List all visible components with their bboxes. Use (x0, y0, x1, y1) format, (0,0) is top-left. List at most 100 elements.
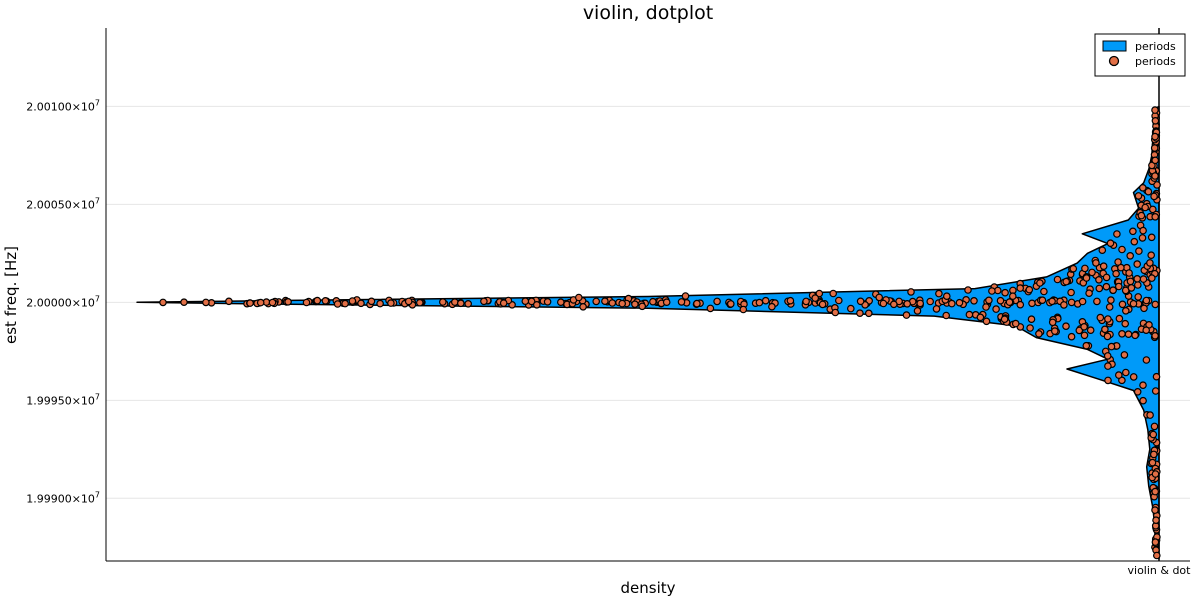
dot-point (1101, 325, 1109, 334)
dot-point (1115, 282, 1123, 291)
dot-point (1151, 106, 1159, 114)
dot-point (706, 304, 715, 313)
dot-point (1139, 226, 1147, 235)
dot-point (1148, 458, 1157, 467)
dot-point (1027, 315, 1036, 324)
dot-point (1078, 297, 1087, 306)
chart-title: violin, dotplot (583, 2, 713, 24)
dot-point (357, 299, 365, 308)
dot-point (1151, 117, 1160, 125)
dot-point (1150, 450, 1158, 459)
dot-point (1093, 297, 1101, 306)
dot-point (1115, 371, 1123, 379)
dot-point (387, 299, 395, 307)
dot-point (348, 297, 357, 305)
dot-point (996, 296, 1005, 305)
dot-point (438, 298, 447, 306)
dot-point (1147, 251, 1156, 260)
dot-point (786, 296, 795, 305)
dot-point (1151, 470, 1160, 478)
dot-point (1062, 277, 1071, 286)
dot-point (1080, 322, 1088, 331)
dot-point (768, 302, 776, 311)
dot-point (726, 300, 735, 308)
dot-point (693, 299, 701, 308)
dot-point (1118, 245, 1126, 254)
dot-point (1102, 273, 1111, 282)
dot-point (202, 298, 210, 307)
dot-point (1051, 327, 1059, 335)
dot-point (1118, 300, 1127, 309)
dot-point (976, 313, 985, 322)
dot-point (1038, 296, 1047, 305)
dot-point (1139, 381, 1147, 390)
dot-point (1035, 329, 1043, 338)
dot-point (879, 299, 888, 308)
dot-point (662, 298, 671, 307)
dot-point (1133, 387, 1142, 396)
dot-point (1149, 205, 1157, 214)
dot-point (404, 297, 413, 306)
dot-point (907, 288, 915, 296)
dot-point (856, 309, 864, 318)
dot-point (815, 289, 824, 298)
dot-point (1112, 269, 1120, 278)
dot-point (1105, 303, 1114, 311)
dot-point (464, 299, 473, 308)
dot-point (1142, 326, 1151, 335)
dot-point (1135, 247, 1143, 255)
dots-layer (159, 106, 1161, 560)
dot-point (831, 308, 840, 317)
dot-point (677, 298, 686, 306)
dot-point (608, 299, 617, 307)
dot-point (1144, 187, 1153, 196)
dot-point (739, 305, 748, 314)
dot-point (1146, 411, 1154, 419)
dot-point (1067, 288, 1075, 297)
dot-point (159, 298, 167, 307)
dot-point (1150, 422, 1159, 431)
dot-point (1016, 284, 1025, 292)
dot-point (1151, 506, 1159, 514)
legend-violin-swatch (1102, 40, 1127, 52)
y-tick-label-0: 1.99900×107 (26, 490, 100, 505)
dot-point (1060, 301, 1068, 309)
dot-point (1099, 262, 1108, 271)
dot-point (1139, 275, 1148, 283)
dot-point (1127, 284, 1136, 292)
dot-point (1088, 268, 1096, 277)
dot-point (1080, 331, 1089, 340)
dot-point (1148, 161, 1156, 170)
dot-point (1067, 298, 1076, 307)
dot-point (1098, 246, 1107, 255)
dot-point (1130, 237, 1139, 246)
dot-point (1005, 298, 1014, 306)
dot-point (1150, 144, 1159, 152)
dot-point (415, 298, 424, 307)
dot-point (811, 294, 820, 302)
dot-point (1131, 331, 1139, 340)
dot-point (1048, 297, 1056, 306)
dot-point (1151, 213, 1160, 221)
dot-point (875, 293, 884, 302)
dot-point (1062, 322, 1070, 331)
dot-point (1133, 274, 1142, 283)
dot-point (499, 299, 508, 307)
legend-violin-label: periods (1135, 40, 1176, 53)
dot-point (1121, 319, 1130, 328)
dot-point (1151, 331, 1159, 340)
dot-point (1129, 373, 1138, 381)
dot-point (321, 296, 330, 305)
dot-point (1125, 269, 1133, 277)
dot-point (829, 289, 838, 298)
dot-point (1104, 315, 1112, 323)
violin-shape (136, 105, 1160, 560)
dot-point (864, 309, 873, 318)
dot-point (574, 293, 583, 302)
dot-point (942, 311, 951, 320)
dot-point (1134, 281, 1142, 289)
dot-point (649, 297, 657, 306)
dot-point (902, 311, 911, 319)
dot-point (532, 300, 541, 309)
